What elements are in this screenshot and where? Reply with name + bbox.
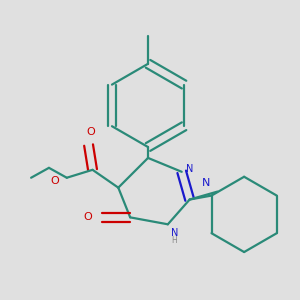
Text: O: O [86,127,95,137]
Text: H: H [171,236,177,245]
Text: N: N [186,164,193,174]
Text: N: N [171,228,178,238]
Text: O: O [50,176,59,186]
Text: N: N [202,178,211,188]
Text: O: O [84,212,92,222]
